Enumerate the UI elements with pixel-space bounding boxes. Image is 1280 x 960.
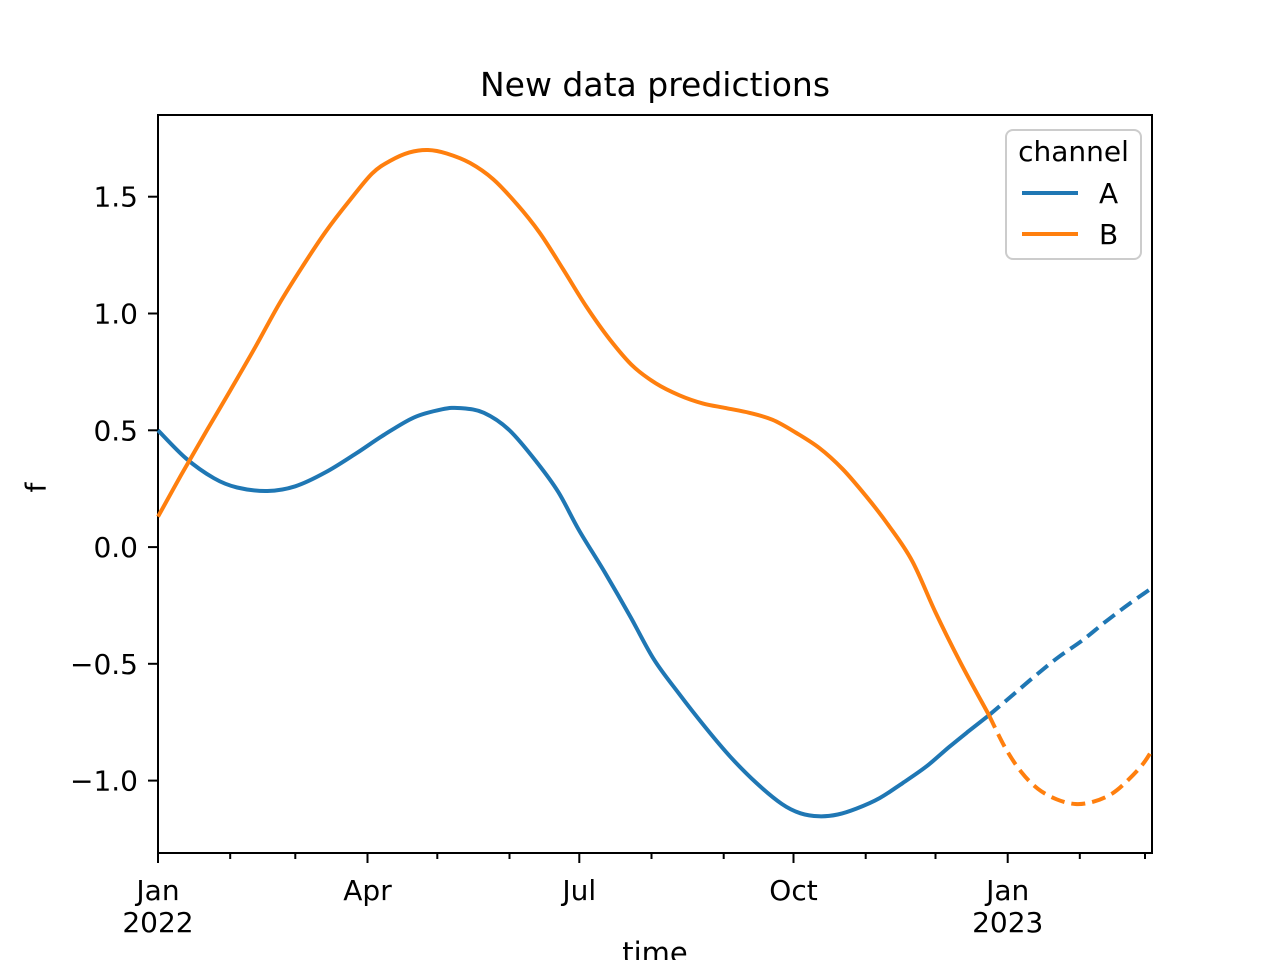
legend-label-b: B [1099,217,1119,251]
axes-box [157,114,1153,854]
series-path-B-observed [156,147,991,717]
y-tick-label: 1.0 [93,298,138,331]
y-tick-label: 0.5 [93,414,138,447]
x-axis-label: time [622,936,688,960]
x-tick-label: Apr [343,874,392,907]
x-tick-label: Oct [769,874,817,907]
legend: channel A B [1005,129,1142,260]
series-path-B-forecast [987,714,1154,807]
x-tick-label: Jan [984,874,1029,907]
x-tick-label: Jan [134,874,179,907]
legend-label-a: A [1099,176,1119,210]
legend-entry-b: B [1007,217,1140,251]
series-path-A-observed [156,405,991,819]
y-tick-label: −0.5 [70,648,138,681]
x-tick-year-label: 2022 [122,906,193,939]
chart-title: New data predictions [479,65,831,104]
legend-line-a-icon [1022,191,1078,195]
y-tick-label: 0.0 [93,531,138,564]
legend-title: channel [1018,135,1129,168]
x-tick-year-label: 2023 [972,906,1043,939]
series-layer [156,147,1154,819]
y-tick-label: 1.5 [93,181,138,214]
legend-entry-a: A [1007,176,1140,210]
series-path-A-forecast [987,586,1154,717]
y-tick-label: −1.0 [70,765,138,798]
legend-line-b-icon [1022,232,1078,236]
x-tick-label: Jul [560,874,596,907]
